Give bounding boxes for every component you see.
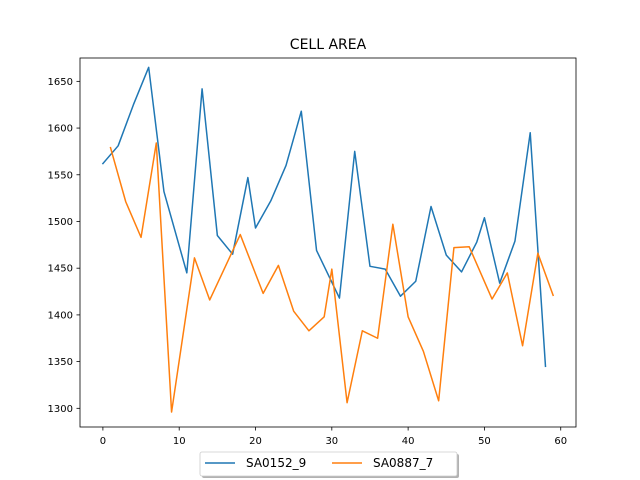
y-tick-label: 1450 <box>48 264 73 275</box>
series-line-2 <box>109 142 555 413</box>
legend-label-1: SA0152_9 <box>246 456 306 470</box>
plot-area: 0 10 20 30 40 50 60 1300 1350 1400 1450 1500 1550 160… <box>48 57 577 447</box>
x-tick-label: 10 <box>173 436 186 447</box>
y-tick-label: 1400 <box>48 310 73 321</box>
chart-title: CELL AREA <box>290 37 367 53</box>
y-tick-label: 1350 <box>48 357 73 368</box>
x-tick-label: 0 <box>100 436 106 447</box>
y-tick-label: 1300 <box>48 404 73 415</box>
x-tick-label: 20 <box>249 436 262 447</box>
legend: SA0152_9 SA0887_7 <box>199 451 459 478</box>
legend-box <box>199 451 458 477</box>
legend-label-2: SA0887_7 <box>373 456 433 470</box>
y-tick-label: 1500 <box>48 217 73 228</box>
y-tick-label: 1550 <box>48 170 73 181</box>
y-tick-label: 1600 <box>48 124 73 135</box>
x-tick-label: 30 <box>325 436 338 447</box>
x-tick-label: 40 <box>402 436 415 447</box>
y-tick-label: 1650 <box>48 77 73 88</box>
x-tick-label: 50 <box>478 436 491 447</box>
series-line-1 <box>101 66 547 368</box>
axes-frame <box>79 57 577 428</box>
x-tick-label: 60 <box>554 436 567 447</box>
